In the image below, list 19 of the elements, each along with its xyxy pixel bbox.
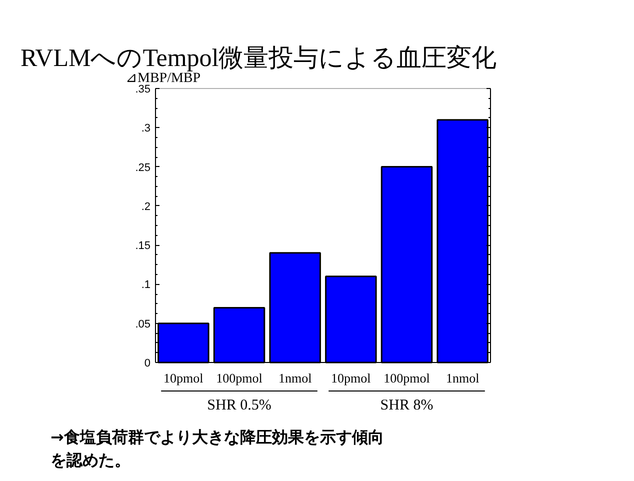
y-tick-label: 0 xyxy=(144,358,151,370)
x-tick-label: 1nmol xyxy=(278,370,312,386)
x-tick-label: 10pmol xyxy=(331,370,372,386)
y-tick-label: .1 xyxy=(141,279,151,292)
y-tick-label: .35 xyxy=(135,84,151,96)
y-tick-label: .15 xyxy=(135,240,151,252)
x-tick-label: 10pmol xyxy=(164,370,204,386)
y-tick-label: .05 xyxy=(135,318,151,330)
x-tick-label: 1nmol xyxy=(446,370,480,386)
chart-title: RVLMへのTempol微量投与による血圧変化 xyxy=(20,44,497,72)
y-axis-title: ⊿MBP/MBP xyxy=(126,71,201,86)
text: →食塩負荷群でより大きな降圧効果を示す傾向を認めた。 xyxy=(50,428,384,470)
y-tick-label: .25 xyxy=(135,162,151,174)
y-tick-label: .2 xyxy=(141,200,151,213)
text: SHR 8% xyxy=(380,398,434,414)
text: SHR 0.5% xyxy=(207,398,272,414)
x-tick-label: 100pmol xyxy=(216,370,263,386)
y-tick-label: .3 xyxy=(141,122,151,135)
x-tick-label: 100pmol xyxy=(384,370,430,386)
